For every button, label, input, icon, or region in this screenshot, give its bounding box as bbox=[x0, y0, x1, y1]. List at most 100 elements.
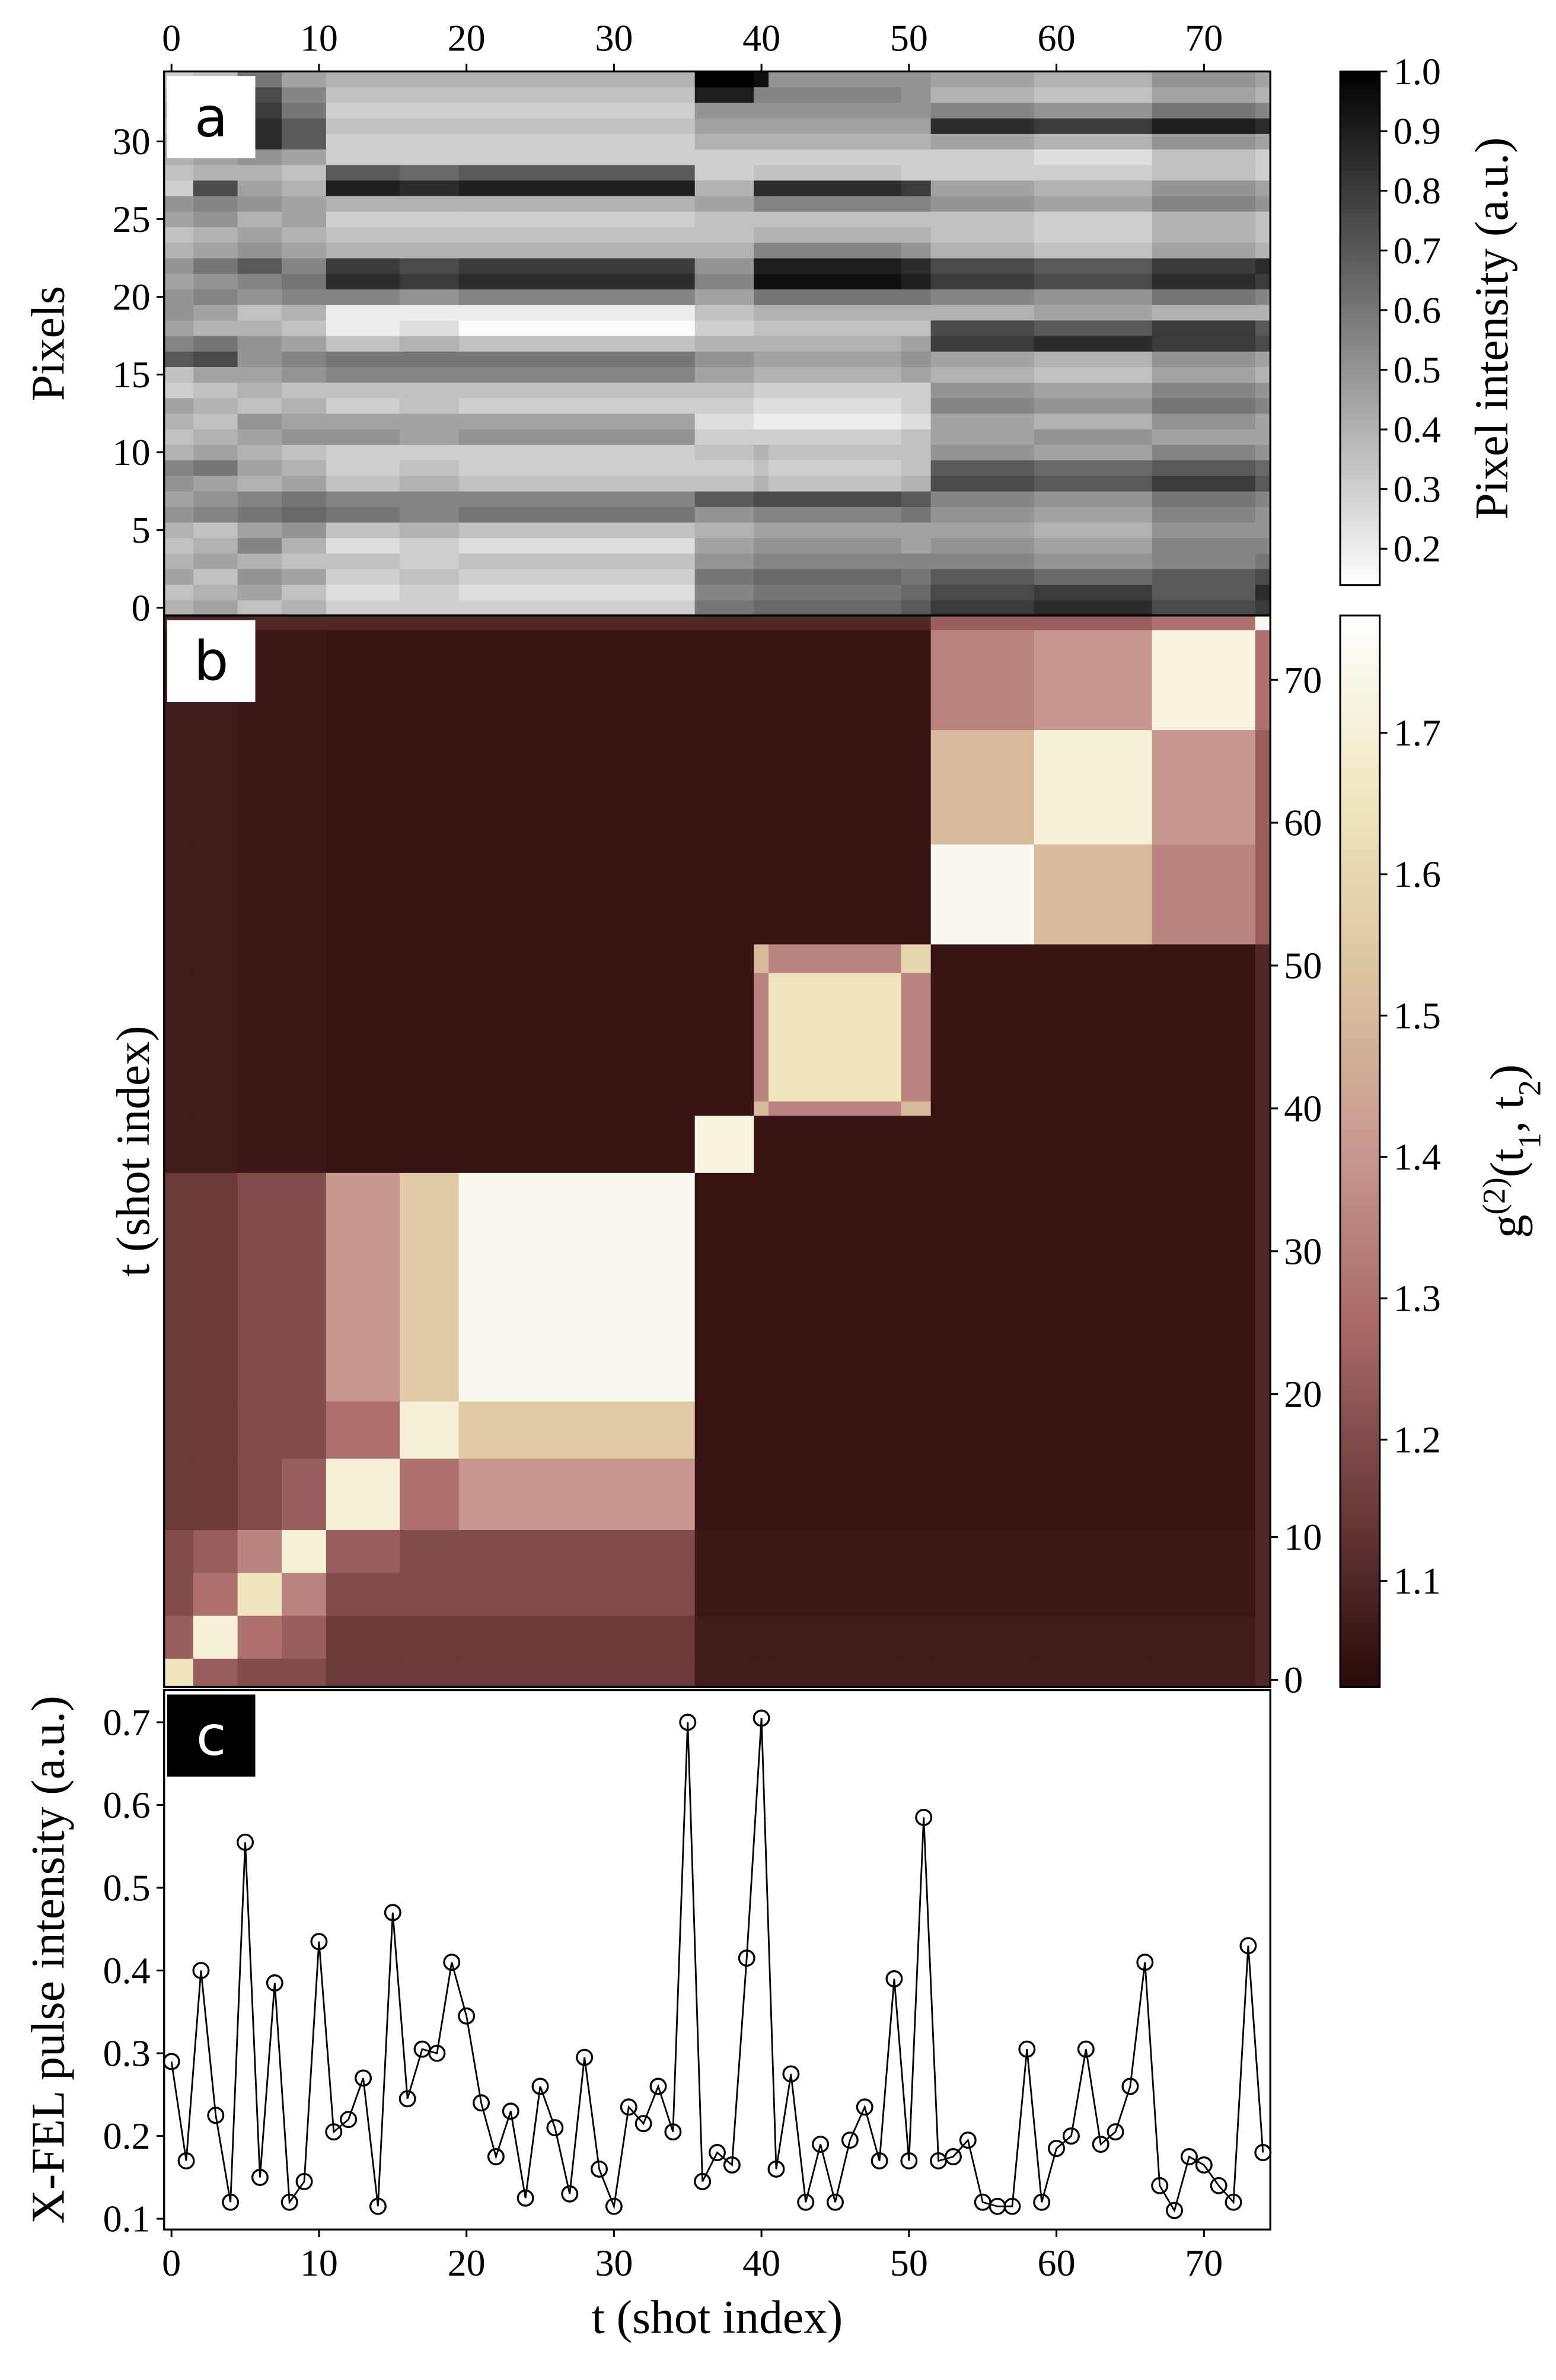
heatmap-cell bbox=[1152, 133, 1256, 150]
heatmap-cell bbox=[164, 490, 194, 507]
heatmap-cell bbox=[930, 133, 1035, 150]
heatmap-cell bbox=[282, 944, 327, 973]
heatmap-cell bbox=[193, 1615, 238, 1659]
heatmap-cell bbox=[769, 1115, 902, 1173]
heatmap-cell bbox=[237, 1172, 283, 1402]
heatmap-cell bbox=[400, 382, 460, 399]
heatmap-cell bbox=[1034, 475, 1153, 492]
heatmap-cell bbox=[694, 629, 755, 731]
heatmap-cell bbox=[282, 428, 327, 445]
heatmap-cell bbox=[1152, 211, 1256, 228]
heatmap-cell bbox=[326, 615, 401, 630]
heatmap-cell bbox=[901, 1529, 932, 1573]
heatmap-cell bbox=[282, 117, 327, 134]
heatmap-cell bbox=[326, 335, 401, 352]
heatmap-cell bbox=[237, 506, 283, 523]
marker bbox=[222, 2193, 240, 2211]
marker bbox=[1225, 2193, 1242, 2211]
heatmap-cell bbox=[1152, 320, 1256, 336]
heatmap-cell bbox=[930, 382, 1035, 399]
heatmap-cell bbox=[1152, 972, 1256, 1102]
heatmap-cell bbox=[400, 87, 460, 103]
heatmap-cell bbox=[901, 413, 932, 429]
heatmap-cell bbox=[1255, 1172, 1271, 1402]
heatmap-cell bbox=[1152, 475, 1256, 492]
y-tick-label: 30 bbox=[113, 120, 151, 163]
colorbar-tick-label: 0.6 bbox=[1394, 289, 1441, 331]
heatmap-cell bbox=[164, 506, 194, 523]
heatmap-cell bbox=[193, 242, 238, 259]
heatmap-cell bbox=[326, 87, 401, 103]
heatmap-cell bbox=[282, 397, 327, 414]
heatmap-cell bbox=[694, 257, 755, 274]
heatmap-cell bbox=[1034, 1172, 1153, 1402]
heatmap-cell bbox=[458, 1658, 696, 1687]
heatmap-cell bbox=[754, 1115, 770, 1173]
heatmap-cell bbox=[400, 428, 460, 445]
heatmap-cell bbox=[1034, 242, 1153, 259]
heatmap-cell bbox=[1255, 87, 1271, 103]
heatmap-cell bbox=[1034, 615, 1153, 630]
heatmap-cell bbox=[458, 1101, 696, 1116]
heatmap-cell bbox=[694, 288, 755, 305]
heatmap-cell bbox=[282, 490, 327, 507]
heatmap-cell bbox=[326, 304, 401, 321]
heatmap-cell bbox=[326, 600, 401, 616]
heatmap-cell bbox=[164, 475, 194, 492]
heatmap-cell bbox=[901, 351, 932, 368]
heatmap-cell bbox=[754, 629, 770, 731]
heatmap-cell bbox=[930, 584, 1035, 601]
heatmap-cell bbox=[193, 568, 238, 585]
heatmap-cell bbox=[400, 568, 460, 585]
heatmap-cell bbox=[193, 475, 238, 492]
heatmap-cell bbox=[1034, 522, 1153, 539]
heatmap-cell bbox=[326, 1658, 401, 1687]
heatmap-cell bbox=[237, 444, 283, 461]
heatmap-cell bbox=[1255, 1115, 1271, 1173]
heatmap-cell bbox=[193, 1458, 238, 1530]
heatmap-cell bbox=[901, 288, 932, 305]
heatmap-cell bbox=[1255, 537, 1271, 554]
heatmap-cell bbox=[193, 195, 238, 212]
heatmap-cell bbox=[237, 972, 283, 1102]
heatmap-cell bbox=[1255, 304, 1271, 321]
heatmap-cell bbox=[282, 1615, 327, 1659]
heatmap-cell bbox=[930, 413, 1035, 429]
heatmap-cell bbox=[901, 972, 932, 1102]
marker bbox=[1077, 2040, 1095, 2058]
heatmap-cell bbox=[769, 1572, 902, 1616]
heatmap-cell bbox=[694, 195, 755, 212]
heatmap-cell bbox=[930, 522, 1035, 539]
heatmap-cell bbox=[930, 1658, 1035, 1687]
heatmap-cell bbox=[193, 288, 238, 305]
heatmap-cell bbox=[901, 1458, 932, 1530]
heatmap-cell bbox=[282, 475, 327, 492]
colorbar-tick-label: 0.3 bbox=[1394, 468, 1441, 510]
heatmap-cell bbox=[694, 475, 755, 492]
heatmap-cell bbox=[458, 149, 696, 165]
heatmap-cell bbox=[193, 257, 238, 274]
heatmap-cell bbox=[694, 1529, 755, 1573]
heatmap-cell bbox=[193, 413, 238, 429]
heatmap-cell bbox=[694, 397, 755, 414]
heatmap-cell bbox=[694, 553, 755, 569]
heatmap-cell bbox=[694, 1615, 755, 1659]
marker bbox=[355, 2069, 372, 2087]
heatmap-cell bbox=[458, 553, 696, 569]
heatmap-cell bbox=[400, 843, 460, 945]
heatmap-cell bbox=[164, 568, 194, 585]
heatmap-cell bbox=[326, 351, 401, 368]
heatmap-cell bbox=[1152, 729, 1256, 845]
heatmap-cell bbox=[930, 257, 1035, 274]
heatmap-cell bbox=[769, 428, 902, 445]
heatmap-cell bbox=[164, 195, 194, 212]
heatmap-cell bbox=[164, 1115, 194, 1173]
heatmap-cell bbox=[930, 211, 1035, 228]
heatmap-cell bbox=[694, 506, 755, 523]
heatmap-cell bbox=[326, 273, 401, 289]
heatmap-cell bbox=[326, 629, 401, 731]
x-tick-label: 70 bbox=[1185, 2242, 1223, 2284]
heatmap-cell bbox=[193, 600, 238, 616]
marker bbox=[251, 2168, 269, 2186]
heatmap-cell bbox=[901, 242, 932, 259]
